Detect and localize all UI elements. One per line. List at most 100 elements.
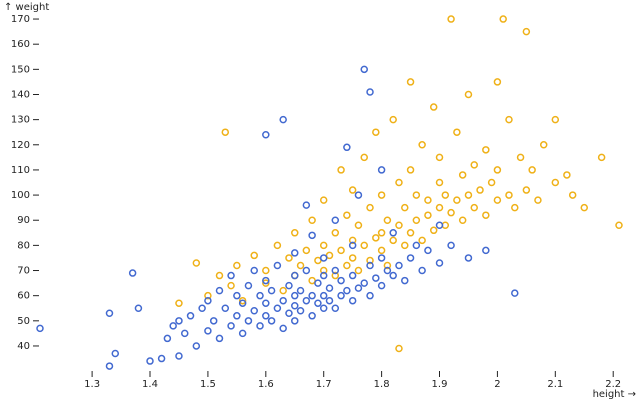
y-tick-label: 70 [17, 266, 30, 277]
point [319, 271, 328, 280]
point [377, 254, 386, 262]
point [372, 234, 380, 242]
point [377, 166, 386, 174]
point [441, 191, 450, 199]
x-tick-label: 1.3 [84, 379, 100, 390]
x-tick-label: 2.2 [605, 379, 621, 390]
point [308, 276, 316, 285]
point [539, 141, 548, 149]
point [348, 296, 357, 305]
y-tick-label: 90 [17, 215, 30, 226]
x-tick-label: 2.1 [547, 379, 563, 390]
point [429, 103, 438, 111]
point [262, 266, 270, 275]
point [389, 229, 397, 237]
point [221, 304, 230, 312]
point [319, 254, 328, 262]
point [348, 241, 357, 250]
point [505, 191, 513, 199]
y-tick-label: 40 [17, 341, 30, 352]
y-tick-label: 140 [11, 89, 30, 100]
point [233, 291, 241, 300]
point [470, 161, 478, 169]
point [447, 208, 455, 217]
point [331, 216, 340, 224]
point [157, 354, 166, 363]
point [424, 246, 432, 255]
point [534, 196, 542, 204]
point [192, 259, 201, 267]
point [325, 251, 334, 260]
point [505, 115, 513, 124]
point [470, 203, 478, 212]
point [348, 271, 357, 280]
y-tick-label: 160 [11, 39, 30, 50]
point [319, 266, 328, 275]
point [291, 291, 299, 300]
point [314, 256, 322, 265]
point [401, 276, 409, 285]
point [406, 166, 415, 174]
point [279, 324, 287, 333]
point [487, 178, 496, 187]
point [285, 254, 293, 262]
point [377, 281, 386, 290]
point [296, 307, 305, 315]
point [337, 166, 345, 174]
point [262, 312, 270, 320]
y-tick-label: 110 [11, 165, 30, 176]
point [348, 254, 357, 262]
point [435, 203, 444, 212]
point [354, 266, 363, 275]
point [343, 211, 351, 219]
point [511, 203, 519, 212]
point [580, 203, 589, 212]
point [348, 236, 357, 245]
point [354, 221, 363, 230]
point [435, 178, 444, 187]
y-tick-label: 120 [11, 140, 30, 151]
x-axis-label: height → [593, 389, 636, 400]
point [377, 246, 386, 255]
point [175, 299, 183, 307]
point [372, 274, 380, 282]
point [406, 254, 415, 262]
point [331, 271, 340, 280]
point [418, 236, 426, 245]
point [285, 309, 293, 318]
y-tick-label: 170 [11, 14, 30, 25]
point [458, 171, 467, 179]
point [366, 256, 374, 265]
x-tick-label: 1.9 [432, 379, 448, 390]
point [325, 296, 334, 305]
point [522, 186, 531, 194]
point [250, 307, 258, 315]
point [215, 271, 224, 280]
point [262, 279, 270, 287]
point [331, 229, 340, 237]
point [233, 261, 241, 270]
point [256, 291, 264, 300]
point [360, 65, 368, 74]
point [291, 317, 299, 325]
point [429, 226, 438, 235]
point [319, 291, 328, 300]
point [227, 271, 235, 280]
point [482, 211, 490, 219]
point [227, 322, 235, 330]
point [291, 229, 299, 237]
point [389, 271, 397, 280]
point [244, 281, 253, 290]
point [204, 296, 212, 305]
point [319, 304, 328, 312]
point [319, 241, 328, 250]
point [458, 216, 467, 224]
point [366, 261, 374, 270]
point [186, 312, 195, 320]
point [163, 334, 172, 343]
point [395, 344, 403, 353]
y-tick-label: 130 [11, 115, 30, 126]
point [291, 249, 299, 257]
point [238, 329, 247, 338]
point [128, 269, 137, 277]
